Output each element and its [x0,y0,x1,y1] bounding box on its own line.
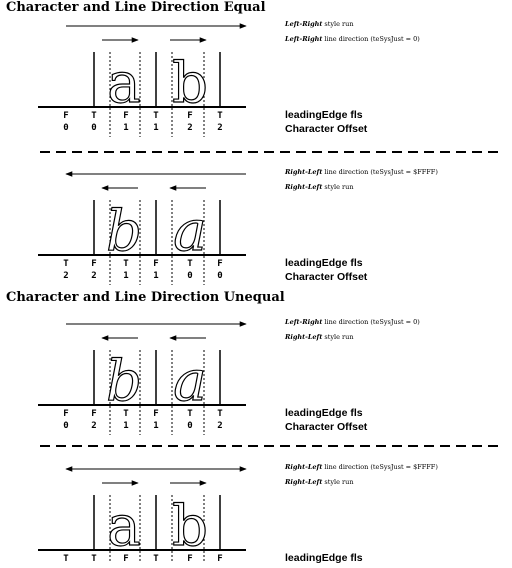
leading-edge-label: leadingEdge fls [285,407,363,419]
heading-unequal: Character and Line Direction Unequal [6,290,285,305]
run-note: Right-Left style run [284,333,354,341]
leading-edge-flag: F [217,259,222,269]
character-offset: 0 [187,421,192,431]
panel-p4: Right-Left line direction (teSysJust = $… [38,463,438,568]
glyph-a: a [107,51,140,116]
leading-edge-label: leadingEdge fls [285,257,363,269]
heading-equal: Character and Line Direction Equal [6,0,266,15]
character-offset: 0 [91,123,96,133]
run-note: Left-Right line direction (teSysJust = 0… [284,35,420,43]
glyph-b: b [172,51,208,116]
panel-p1: Left-Right style run Left-Right line dire… [38,20,420,137]
glyph-b: b [106,199,142,264]
leading-edge-flag: F [187,554,192,563]
character-offset: 2 [91,271,96,281]
leading-edge-flag: T [217,111,223,121]
leading-edge-flag: F [187,111,192,121]
glyph-b: b [106,349,142,414]
leading-edge-flag: T [63,259,69,269]
character-offset: 1 [153,421,158,431]
character-offset: 2 [217,421,222,431]
character-offset: 2 [63,271,68,281]
character-offset-label: Character Offset [285,123,368,135]
leading-edge-flag: T [187,259,193,269]
character-offset: 1 [123,271,128,281]
character-offset: 1 [123,421,128,431]
character-offset: 2 [217,123,222,133]
glyph-a: a [173,349,206,414]
character-offset: 0 [63,123,68,133]
leading-edge-flag: T [153,554,159,563]
leading-edge-flag: F [123,111,128,121]
character-offset-label: Character Offset [285,421,368,433]
run-note: Right-Left style run [284,183,354,191]
glyph-a: a [173,199,206,264]
character-offset: 0 [217,271,222,281]
leading-edge-flag: T [123,409,129,419]
run-note: Right-Left style run [284,478,354,486]
character-offset: 1 [153,271,158,281]
leading-edge-flag: F [217,554,222,563]
character-offset: 2 [91,421,96,431]
character-offset: 1 [153,123,158,133]
leading-edge-flag: F [123,554,128,563]
character-offset: 0 [187,271,192,281]
leading-edge-flag: F [153,409,158,419]
character-offset: 0 [63,421,68,431]
character-offset-label: Character Offset [285,271,368,283]
leading-edge-flag: F [91,409,96,419]
run-note: Right-Left line direction (teSysJust = $… [284,168,438,176]
panel-p3: Left-Right line direction (teSysJust = 0… [38,318,420,435]
leading-edge-flag: T [63,554,69,563]
run-note: Left-Right style run [284,20,354,28]
character-offset: 1 [123,123,128,133]
leading-edge-label: leadingEdge fls [285,552,363,563]
leading-edge-label: leadingEdge fls [285,109,363,121]
leading-edge-flag: F [153,259,158,269]
leading-edge-flag: T [153,111,159,121]
character-offset: 2 [187,123,192,133]
leading-edge-flag: T [187,409,193,419]
leading-edge-flag: T [91,554,97,563]
leading-edge-flag: F [91,259,96,269]
glyph-b: b [172,494,208,559]
run-note: Left-Right line direction (teSysJust = 0… [284,318,420,326]
leading-edge-flag: T [91,111,97,121]
leading-edge-flag: T [217,409,223,419]
leading-edge-flag: F [63,409,68,419]
leading-edge-flag: T [123,259,129,269]
run-note: Right-Left line direction (teSysJust = $… [284,463,438,471]
panel-p2: Right-Left line direction (teSysJust = $… [38,168,438,285]
leading-edge-flag: F [63,111,68,121]
glyph-a: a [107,494,140,559]
